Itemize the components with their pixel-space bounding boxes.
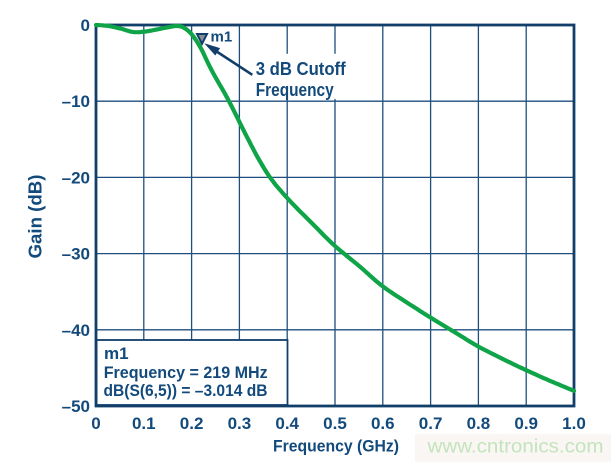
svg-text:1.0: 1.0 [562,414,586,433]
svg-text:0: 0 [91,414,100,433]
svg-text:–30: –30 [62,245,90,264]
svg-text:Gain (dB): Gain (dB) [26,175,46,259]
svg-text:–10: –10 [62,92,90,111]
svg-text:–20: –20 [62,168,90,187]
svg-text:Frequency = 219 MHz: Frequency = 219 MHz [104,363,268,382]
svg-text:0.8: 0.8 [467,414,491,433]
svg-text:0.4: 0.4 [275,414,299,433]
svg-text:0.1: 0.1 [132,414,156,433]
svg-text:0.3: 0.3 [228,414,252,433]
svg-text:0: 0 [81,16,90,35]
svg-text:–40: –40 [62,321,90,340]
svg-text:0.6: 0.6 [371,414,395,433]
svg-text:www.cntronics.com: www.cntronics.com [426,436,603,457]
svg-text:m1: m1 [211,29,233,46]
svg-text:–50: –50 [62,397,90,416]
svg-text:m1: m1 [104,344,129,363]
svg-text:dB(S(6,5)) = –3.014 dB: dB(S(6,5)) = –3.014 dB [104,381,268,400]
svg-text:0.9: 0.9 [514,414,538,433]
svg-text:Frequency (GHz): Frequency (GHz) [273,437,399,456]
svg-text:0.7: 0.7 [419,414,443,433]
svg-text:0.5: 0.5 [323,414,347,433]
svg-text:3 dB Cutoff: 3 dB Cutoff [256,59,347,79]
svg-text:Frequency: Frequency [256,80,334,100]
svg-text:0.2: 0.2 [180,414,204,433]
